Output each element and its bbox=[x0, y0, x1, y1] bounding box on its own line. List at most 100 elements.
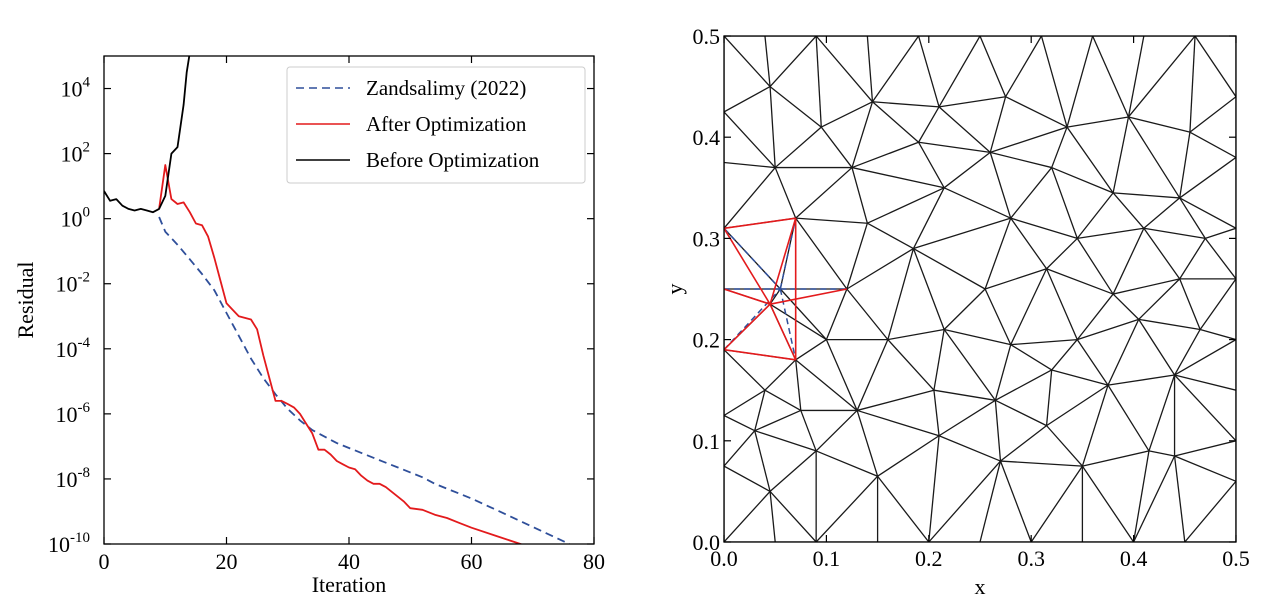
mesh-edge bbox=[815, 475, 879, 542]
mesh-edge bbox=[995, 399, 1047, 427]
mesh-y-tick-label: 0.2 bbox=[693, 328, 721, 353]
mesh-edge bbox=[994, 344, 1012, 401]
optimized-edge bbox=[724, 348, 796, 361]
mesh-edge bbox=[769, 490, 817, 542]
mesh-edge bbox=[1148, 450, 1175, 457]
y-tick-label: 100 bbox=[61, 205, 91, 232]
legend-label-before-optimization: Before Optimization bbox=[366, 148, 540, 172]
mesh-edge bbox=[800, 410, 817, 452]
x-tick-label: 40 bbox=[338, 549, 360, 574]
mesh-edge bbox=[944, 328, 1011, 346]
mesh-edge bbox=[1040, 36, 1068, 128]
mesh-edge bbox=[913, 247, 986, 290]
mesh-edge bbox=[815, 36, 822, 128]
mesh-edge bbox=[989, 152, 1012, 219]
mesh-edge bbox=[1046, 425, 1083, 467]
mesh-edge bbox=[918, 141, 991, 154]
series-line-0 bbox=[158, 216, 570, 544]
mesh-edge bbox=[1045, 369, 1053, 426]
mesh-edge bbox=[769, 288, 781, 305]
mesh-edge bbox=[1128, 116, 1191, 133]
mesh-edge bbox=[979, 460, 1002, 542]
mesh-edge bbox=[1077, 227, 1144, 240]
mesh-edge bbox=[820, 126, 853, 168]
mesh-edge bbox=[1076, 238, 1114, 295]
mesh-edge bbox=[1179, 278, 1201, 330]
mesh-edge bbox=[1143, 227, 1181, 280]
x-tick-label: 0 bbox=[99, 549, 110, 574]
residual-ticks: 0 20 40 60 80 10-10 10-8 10-6 10-4 10-2 100 102 104 bbox=[48, 56, 605, 574]
mesh-edge bbox=[1005, 96, 1068, 128]
residual-x-axis-label: Iteration bbox=[312, 572, 387, 597]
mesh-edge bbox=[724, 86, 771, 113]
mesh-edge bbox=[1107, 319, 1140, 386]
legend-label-zandsalimy: Zandsalimy (2022) bbox=[366, 76, 526, 100]
mesh-edge bbox=[724, 430, 756, 467]
mesh-edge bbox=[1189, 96, 1236, 133]
mesh-edge bbox=[851, 101, 874, 168]
mesh-edge bbox=[825, 339, 858, 411]
mesh-edge bbox=[754, 430, 771, 492]
mesh-edge bbox=[1179, 238, 1206, 280]
mesh-edge bbox=[851, 166, 945, 189]
mesh-edge bbox=[1066, 36, 1094, 128]
mesh-edges bbox=[724, 36, 1236, 542]
mesh-edge bbox=[994, 400, 1002, 462]
mesh-y-axis-label: y bbox=[662, 284, 687, 295]
mesh-edge bbox=[846, 247, 914, 290]
mesh-edge bbox=[872, 101, 940, 108]
mesh-edge bbox=[1000, 425, 1047, 462]
mesh-chart: 0.0 0.1 0.2 0.3 0.4 0.5 0.0 0.1 0.2 0.3 0.4 0.5 x y bbox=[662, 24, 1250, 599]
mesh-edge bbox=[769, 491, 776, 542]
x-tick-label: 20 bbox=[216, 549, 238, 574]
mesh-edge bbox=[1046, 384, 1109, 427]
mesh-edge bbox=[795, 167, 853, 219]
optimized-edge bbox=[724, 227, 771, 305]
mesh-edge bbox=[866, 36, 874, 102]
mesh-edge bbox=[1010, 268, 1048, 345]
mesh-edge bbox=[846, 223, 868, 290]
mesh-y-tick-label: 0.4 bbox=[693, 125, 721, 150]
mesh-edge bbox=[1194, 36, 1236, 98]
mesh-edge bbox=[887, 339, 935, 391]
mesh-edge bbox=[724, 161, 776, 169]
mesh-edge bbox=[1045, 268, 1078, 340]
mesh-edge bbox=[928, 460, 1001, 542]
mesh-edge bbox=[1127, 36, 1196, 118]
mesh-edge bbox=[1107, 374, 1175, 386]
mesh-edge bbox=[1205, 227, 1236, 240]
mesh-edge bbox=[943, 151, 991, 189]
mesh-y-tick-label: 0.0 bbox=[693, 530, 721, 555]
mesh-edge bbox=[1199, 278, 1236, 330]
mesh-edge bbox=[1179, 197, 1206, 239]
mesh-edge bbox=[1179, 197, 1236, 229]
mesh-edge bbox=[871, 36, 920, 103]
mesh-edge bbox=[851, 141, 919, 169]
mesh-edge bbox=[1204, 238, 1236, 280]
mesh-edge bbox=[877, 475, 930, 542]
mesh-x-tick-label: 0.5 bbox=[1222, 546, 1250, 571]
residual-series-group bbox=[104, 56, 570, 544]
mesh-edge bbox=[774, 167, 797, 219]
mesh-edge bbox=[933, 329, 945, 391]
optimized-edge bbox=[724, 288, 771, 305]
mesh-edge bbox=[1081, 384, 1109, 467]
mesh-y-tick-label: 0.5 bbox=[693, 24, 721, 49]
reference-edge bbox=[724, 227, 781, 290]
mesh-edge bbox=[1010, 344, 1053, 371]
mesh-edge bbox=[1174, 440, 1236, 457]
mesh-edge bbox=[887, 328, 945, 341]
optimized-edge bbox=[724, 303, 771, 351]
mesh-edge bbox=[1148, 374, 1176, 452]
mesh-edge bbox=[815, 409, 858, 452]
y-tick-label: 104 bbox=[61, 75, 91, 102]
mesh-edge bbox=[938, 435, 1001, 462]
mesh-edge bbox=[769, 86, 822, 128]
mesh-edge bbox=[856, 339, 889, 411]
mesh-edge bbox=[867, 222, 914, 250]
reference-edge bbox=[779, 288, 797, 360]
mesh-edge bbox=[1127, 36, 1145, 118]
mesh-edge bbox=[795, 217, 868, 224]
mesh-x-tick-label: 0.3 bbox=[1017, 546, 1045, 571]
